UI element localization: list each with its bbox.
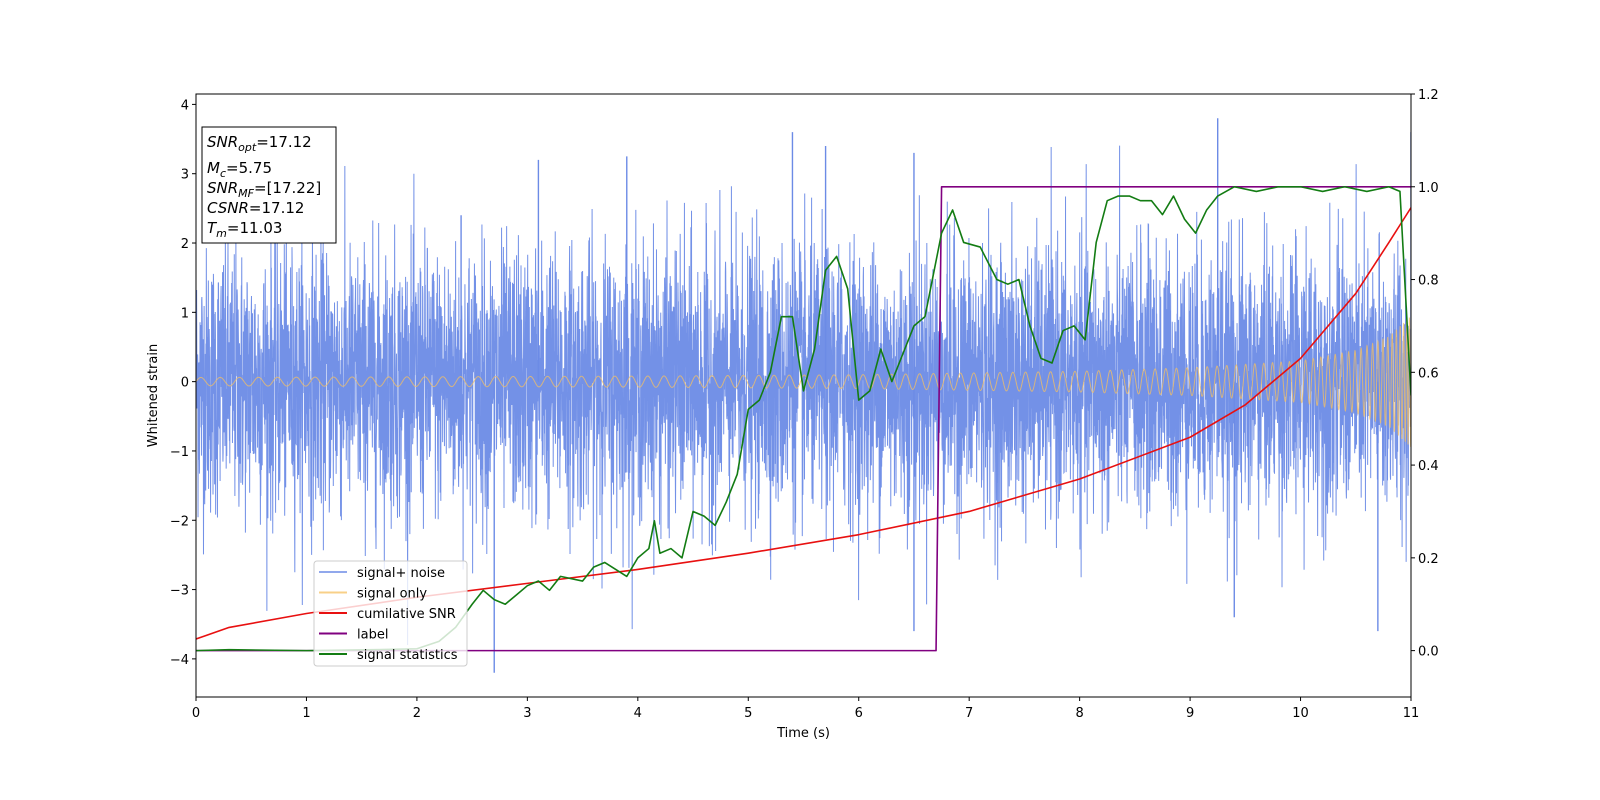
- x-tick-label-4: 4: [634, 706, 642, 721]
- info-line-2-base: SNR: [207, 179, 238, 197]
- y-right-tick-label-2: 0.4: [1418, 459, 1439, 474]
- y-right-tick-label-1: 0.2: [1418, 552, 1439, 567]
- x-tick-label-2: 2: [413, 706, 421, 721]
- legend-label-4: signal statistics: [357, 648, 458, 663]
- y-left-tick-label-3: −1: [170, 445, 189, 460]
- y-axis-title: Whitened strain: [146, 344, 161, 447]
- legend-label-2: cumilative SNR: [357, 607, 456, 622]
- series-label: [196, 185, 1411, 652]
- series-signal-statistics: [196, 185, 1411, 652]
- x-tick-label-5: 5: [744, 706, 752, 721]
- legend-label-1: signal only: [357, 587, 427, 602]
- info-line-3-value: =17.12: [249, 199, 305, 217]
- info-line-2-sub: MF: [238, 187, 254, 200]
- info-line-4-base: T: [207, 219, 218, 237]
- info-line-1: Mc=5.75: [207, 159, 272, 180]
- info-line-0: SNRopt=17.12: [207, 133, 312, 154]
- x-tick-label-6: 6: [855, 706, 863, 721]
- info-line-2: SNRMF=[17.22]: [207, 179, 321, 200]
- info-line-0-value: =17.12: [256, 133, 312, 151]
- y-right-tick-label-5: 1.0: [1418, 181, 1439, 196]
- x-tick-label-9: 9: [1186, 706, 1194, 721]
- y-left-tick-label-1: −3: [170, 584, 189, 599]
- series-signal-noise: [196, 145, 1411, 646]
- info-line-0-sub: opt: [238, 141, 257, 154]
- x-tick-label-7: 7: [965, 706, 973, 721]
- info-line-1-base: M: [207, 159, 220, 177]
- y-left-tick-label-0: −4: [170, 653, 189, 668]
- info-line-4-value: =11.03: [227, 219, 283, 237]
- y-left-tick-label-5: 1: [181, 306, 189, 321]
- y-left-tick-label-2: −2: [170, 514, 189, 529]
- y-right-tick-label-6: 1.2: [1418, 88, 1439, 103]
- x-axis-title: Time (s): [776, 726, 830, 741]
- info-line-4: Tm=11.03: [207, 219, 282, 240]
- x-tick-label-0: 0: [192, 706, 200, 721]
- info-line-2-value: =[17.22]: [254, 179, 321, 197]
- info-annotation-box: SNRopt=17.12Mc=5.75SNRMF=[17.22]CSNR=17.…: [201, 126, 337, 244]
- y-right-tick-label-3: 0.6: [1418, 366, 1439, 381]
- info-box-frame: [201, 126, 337, 244]
- legend-label-0: signal+ noise: [357, 566, 445, 581]
- x-tick-label-10: 10: [1292, 706, 1309, 721]
- info-line-3-base: CSNR: [207, 199, 249, 217]
- y-left-tick-label-8: 4: [181, 98, 189, 113]
- legend-label-3: label: [357, 628, 388, 643]
- axes-frame: [195, 93, 1412, 698]
- x-tick-label-11: 11: [1403, 706, 1420, 721]
- info-line-4-sub: m: [216, 227, 227, 240]
- info-line-3: CSNR=17.12: [207, 199, 304, 217]
- series-signal-only: [196, 317, 1411, 448]
- y-left-tick-label-4: 0: [181, 376, 189, 391]
- info-line-1-sub: c: [220, 167, 226, 180]
- ticks-layer: 0 1 2 3 4 5 6 7 8 9 10 11 −4 −3 −2 −1 0 1 2 3 4 0.0 0.2 0.4 0.6 0…: [170, 88, 1439, 721]
- y-right-tick-label-0: 0.0: [1418, 645, 1439, 660]
- x-tick-label-1: 1: [302, 706, 310, 721]
- y-left-tick-label-7: 3: [181, 168, 189, 183]
- x-tick-label-8: 8: [1075, 706, 1083, 721]
- info-line-0-base: SNR: [207, 133, 238, 151]
- info-line-1-value: =5.75: [226, 159, 272, 177]
- x-tick-label-3: 3: [523, 706, 531, 721]
- legend-frame: [313, 560, 468, 667]
- y-left-tick-label-6: 2: [181, 237, 189, 252]
- y-right-tick-label-4: 0.8: [1418, 274, 1439, 289]
- legend: signal+ noise signal only cumilative SNR la…: [313, 560, 468, 667]
